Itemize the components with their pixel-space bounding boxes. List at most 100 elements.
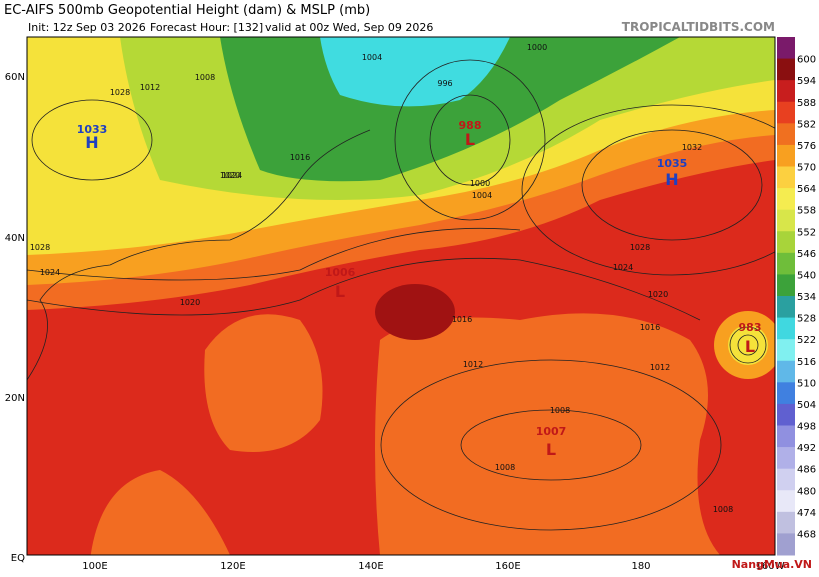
lon-label: 100E <box>82 561 107 572</box>
isobar-label: 996 <box>437 79 452 88</box>
isobar-label: 1028 <box>630 243 650 252</box>
field-cyan <box>320 37 510 107</box>
isobar-label: 1012 <box>463 360 483 369</box>
colorbar-swatch <box>777 58 795 81</box>
colorbar-swatch <box>777 468 795 491</box>
colorbar-swatch <box>777 101 795 124</box>
isobar <box>737 334 759 356</box>
colorbar-label: 468 <box>797 529 816 540</box>
colorbar-label: 558 <box>797 206 816 217</box>
colorbar-swatch <box>777 382 795 405</box>
center-letter: H <box>665 170 678 189</box>
lon-label: 160E <box>495 561 520 572</box>
center-letter: H <box>85 133 98 152</box>
colorbar-swatch <box>777 144 795 167</box>
lon-label: 160W <box>756 561 785 572</box>
center-letter: L <box>546 440 556 459</box>
colorbar-swatch <box>777 123 795 146</box>
center-value: 988 <box>459 119 482 132</box>
field-orange <box>90 470 230 555</box>
isobar-label: 1024 <box>222 171 242 180</box>
center-value: 1006 <box>325 266 356 279</box>
colorbar-swatch <box>777 511 795 534</box>
isobar-label: 1028 <box>30 243 50 252</box>
center-letter: L <box>335 282 345 301</box>
field-darkred <box>375 284 455 340</box>
lat-label: 40N <box>5 233 25 244</box>
isobar-label: 1020 <box>220 171 240 180</box>
colorbar-swatch <box>777 533 795 556</box>
isobar-label: 1016 <box>640 323 660 332</box>
isobar-label: 1024 <box>613 263 633 272</box>
colorbar-swatch <box>777 166 795 189</box>
center-value: 1033 <box>77 123 108 136</box>
lon-label: 180 <box>631 561 650 572</box>
isobar <box>394 59 546 221</box>
isobar <box>429 94 511 186</box>
field-orange <box>204 314 323 452</box>
center-value: 1007 <box>536 425 567 438</box>
isobar-label: 1008 <box>550 406 570 415</box>
colorbar-label: 492 <box>797 443 816 454</box>
site-name: TROPICALTIDBITS.COM <box>622 20 775 34</box>
isobar <box>380 359 722 531</box>
isobar-label: 1032 <box>682 143 702 152</box>
isobar-label: 1016 <box>452 315 472 324</box>
colorbar-label: 540 <box>797 270 816 281</box>
title: EC-AIFS 500mb Geopotential Height (dam) … <box>4 3 370 18</box>
isobar-label: 1004 <box>472 191 492 200</box>
isobar-label: 1024 <box>40 268 60 277</box>
isobar <box>460 409 642 481</box>
lat-label: 20N <box>5 393 25 404</box>
colorbar-swatch <box>777 447 795 470</box>
colorbar-swatch <box>777 209 795 232</box>
isobar-label: 1000 <box>470 179 490 188</box>
valid-time: valid at 00z Wed, Sep 09 2026 <box>265 21 433 34</box>
isobar <box>27 227 521 281</box>
colorbar-label: 516 <box>797 357 816 368</box>
colorbar-label: 534 <box>797 292 816 303</box>
colorbar-label: 510 <box>797 378 816 389</box>
center-value: 1035 <box>657 157 688 170</box>
colorbar-swatch <box>777 252 795 275</box>
lat-label: EQ <box>11 553 25 564</box>
colorbar-swatch <box>777 339 795 362</box>
colorbar-label: 486 <box>797 465 816 476</box>
map-area <box>27 37 775 555</box>
coastline <box>27 129 371 381</box>
colorbar-label: 564 <box>797 184 816 195</box>
isobar-label: 1008 <box>195 73 215 82</box>
colorbar-label: 528 <box>797 314 816 325</box>
lon-label: 120E <box>220 561 245 572</box>
colorbar: 600 594 588 582 576 570 564 558 552 546 540 534 528 5… <box>777 37 816 556</box>
colorbar-label: 600 <box>797 55 816 66</box>
colorbar-label: 552 <box>797 227 816 238</box>
map-frame <box>26 36 776 556</box>
colorbar-label: 588 <box>797 98 816 109</box>
colorbar-swatch <box>777 231 795 254</box>
isobar <box>27 257 701 321</box>
isobar-label: 1008 <box>495 463 515 472</box>
isobar-label: 1028 <box>110 88 130 97</box>
colorbar-swatch <box>777 490 795 513</box>
cyclone-core <box>728 325 768 365</box>
lon-label: 140E <box>358 561 383 572</box>
colorbar-swatch <box>777 188 795 211</box>
colorbar-swatch <box>777 425 795 448</box>
isobar-label: 1020 <box>648 290 668 299</box>
colorbar-label: 546 <box>797 249 816 260</box>
isobar-label: 1012 <box>140 83 160 92</box>
isobar-label: 1020 <box>180 298 200 307</box>
center-letter: L <box>465 130 475 149</box>
isobar-label: 1004 <box>362 53 382 62</box>
colorbar-label: 474 <box>797 508 816 519</box>
isobar <box>581 129 763 241</box>
colorbar-swatch <box>777 37 795 60</box>
isobar <box>31 99 153 181</box>
colorbar-label: 576 <box>797 141 816 152</box>
forecast-hour: Forecast Hour: [132] <box>150 21 263 34</box>
watermark: NangMua.VN <box>732 558 812 571</box>
isobar-label: 1008 <box>713 505 733 514</box>
lat-label: 60N <box>5 72 25 83</box>
